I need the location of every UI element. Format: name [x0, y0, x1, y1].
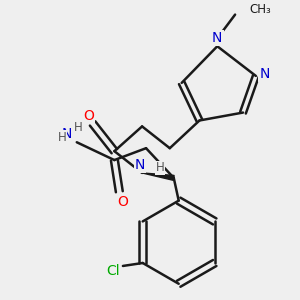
- Text: N: N: [135, 158, 145, 172]
- Text: H: H: [58, 131, 66, 144]
- Text: H: H: [156, 161, 165, 175]
- Text: O: O: [117, 195, 128, 208]
- Text: Cl: Cl: [106, 264, 120, 278]
- Polygon shape: [142, 173, 174, 180]
- Text: N: N: [260, 67, 270, 81]
- Text: CH₃: CH₃: [249, 3, 271, 16]
- Text: N: N: [61, 127, 72, 141]
- Text: N: N: [212, 31, 223, 45]
- Text: O: O: [83, 109, 94, 122]
- Text: H: H: [74, 121, 83, 134]
